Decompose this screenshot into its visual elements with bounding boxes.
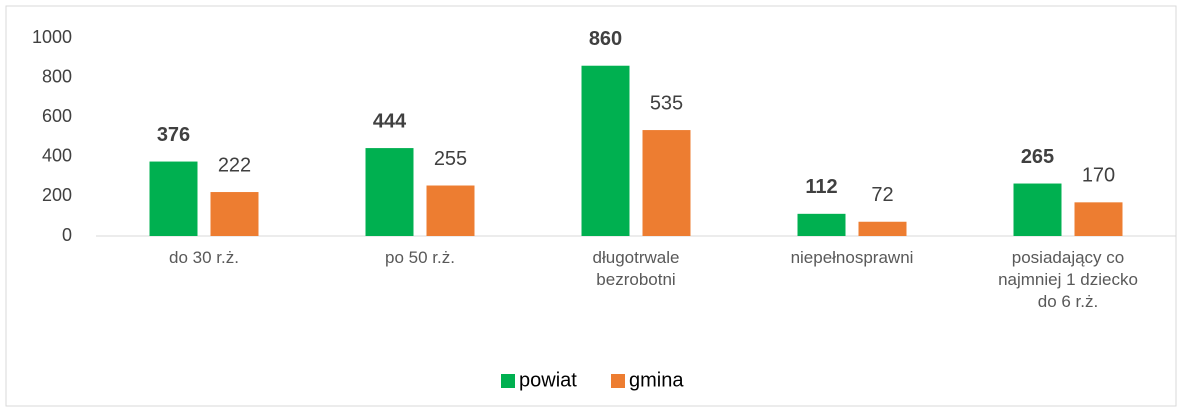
data-label: 72 — [871, 184, 893, 206]
bar — [149, 161, 198, 236]
bar — [426, 185, 475, 236]
legend-label: powiat — [519, 369, 577, 391]
y-tick-label: 0 — [62, 225, 72, 245]
bar — [365, 148, 414, 236]
bar — [797, 213, 846, 236]
y-tick-label: 800 — [42, 66, 72, 86]
bar — [642, 130, 691, 236]
y-tick-label: 600 — [42, 106, 72, 126]
x-tick-label: po 50 r.ż. — [385, 248, 455, 267]
bar — [581, 65, 630, 236]
data-label: 265 — [1021, 146, 1054, 168]
y-tick-label: 200 — [42, 185, 72, 205]
bar — [858, 221, 907, 236]
data-label: 112 — [805, 176, 837, 198]
bar — [1013, 183, 1062, 236]
legend-swatch — [501, 374, 515, 388]
data-label: 170 — [1082, 165, 1115, 187]
data-label: 535 — [650, 92, 683, 114]
data-label: 376 — [157, 124, 190, 146]
x-tick-label: do 30 r.ż. — [169, 248, 239, 267]
y-tick-label: 1000 — [32, 27, 72, 47]
bar — [1074, 202, 1123, 236]
legend-label: gmina — [629, 369, 684, 391]
legend-swatch — [611, 374, 625, 388]
x-tick-label: niepełnosprawni — [790, 248, 914, 267]
y-tick-label: 400 — [42, 146, 72, 166]
data-label: 222 — [218, 154, 251, 176]
x-tick-label: posiadający co najmniej 1 dziecko do 6 r… — [998, 248, 1138, 311]
data-label: 255 — [434, 148, 467, 170]
bar — [210, 192, 259, 236]
data-label: 860 — [589, 28, 622, 50]
data-label: 444 — [373, 110, 407, 132]
x-tick-label: długotrwale bezrobotni — [592, 248, 680, 289]
